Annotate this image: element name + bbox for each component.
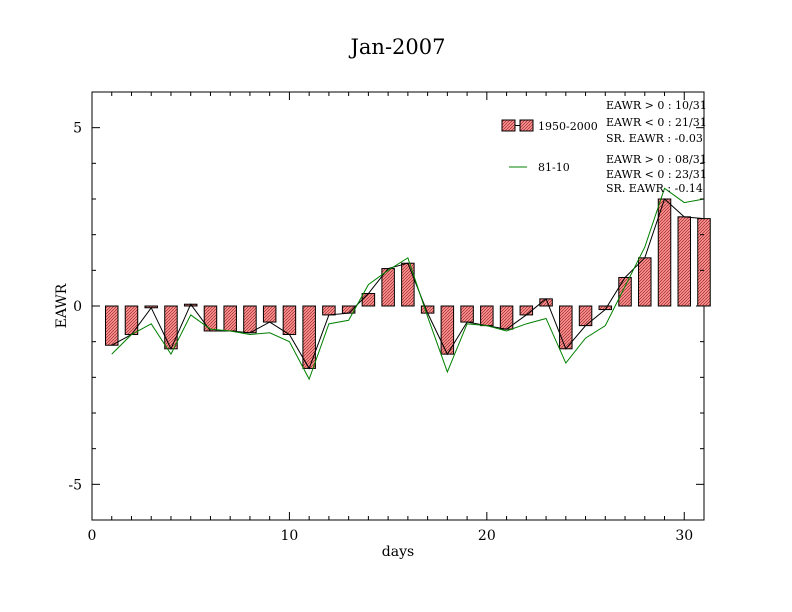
y-tick-label: 0	[73, 299, 82, 315]
bar	[104, 305, 119, 346]
bar	[322, 305, 336, 316]
legend-item-bars: 1950-2000	[501, 119, 598, 133]
bar	[460, 305, 474, 323]
stat-line-negative: EAWR < 0 : 23/31	[606, 168, 707, 181]
bar	[223, 305, 237, 332]
bar	[282, 305, 297, 336]
stats-bars: EAWR > 0 : 10/31 EAWR < 0 : 21/31 SR. EA…	[606, 99, 707, 145]
legend: 1950-2000 81-10 EAWR > 0 : 10/31 EAWR < …	[501, 99, 707, 195]
x-tick-label: 10	[281, 528, 299, 544]
bar	[243, 305, 257, 334]
legend-item-line: 81-10	[509, 161, 570, 174]
y-axis: 5 0 -5	[68, 91, 704, 521]
stat-bars-sr: SR. EAWR : -0.03	[606, 132, 703, 145]
bar	[677, 216, 692, 307]
bar	[124, 305, 139, 336]
x-axis-label: days	[382, 544, 414, 560]
bar	[697, 218, 711, 307]
bar	[164, 305, 178, 350]
y-axis-label: EAWR	[54, 283, 70, 328]
stat-bars-positive: EAWR > 0 : 10/31	[606, 99, 707, 112]
y-tick-label: -5	[68, 477, 82, 493]
zero-connector-line	[111, 198, 705, 370]
bar	[638, 257, 652, 307]
x-axis: 0 10 20 30	[88, 92, 705, 544]
bar	[302, 305, 316, 369]
y-tick-label: 5	[73, 121, 82, 137]
legend-label-line: 81-10	[538, 161, 570, 174]
stat-line-sr: SR. EAWR : -0.14	[606, 182, 703, 195]
stats-line: EAWR > 0 : 08/31 EAWR < 0 : 23/31 SR. EA…	[606, 153, 707, 195]
bar	[480, 305, 494, 327]
stat-bars-negative: EAWR < 0 : 21/31	[606, 116, 707, 129]
x-tick-label: 30	[675, 528, 693, 544]
legend-bar-swatch	[501, 119, 516, 132]
stat-line-positive: EAWR > 0 : 08/31	[606, 153, 707, 166]
x-tick-label: 0	[88, 528, 97, 544]
legend-bar-swatch	[519, 119, 534, 132]
line-series	[111, 187, 705, 381]
x-tick-label: 20	[478, 528, 496, 544]
bar	[203, 305, 218, 332]
bar	[262, 305, 277, 323]
bar	[519, 305, 534, 316]
bar	[618, 276, 632, 307]
bar	[361, 293, 376, 307]
legend-label-bars: 1950-2000	[538, 120, 598, 133]
bar	[657, 198, 672, 307]
chart-title: Jan-2007	[348, 35, 445, 59]
bar-series	[104, 198, 711, 369]
bar	[559, 305, 573, 350]
